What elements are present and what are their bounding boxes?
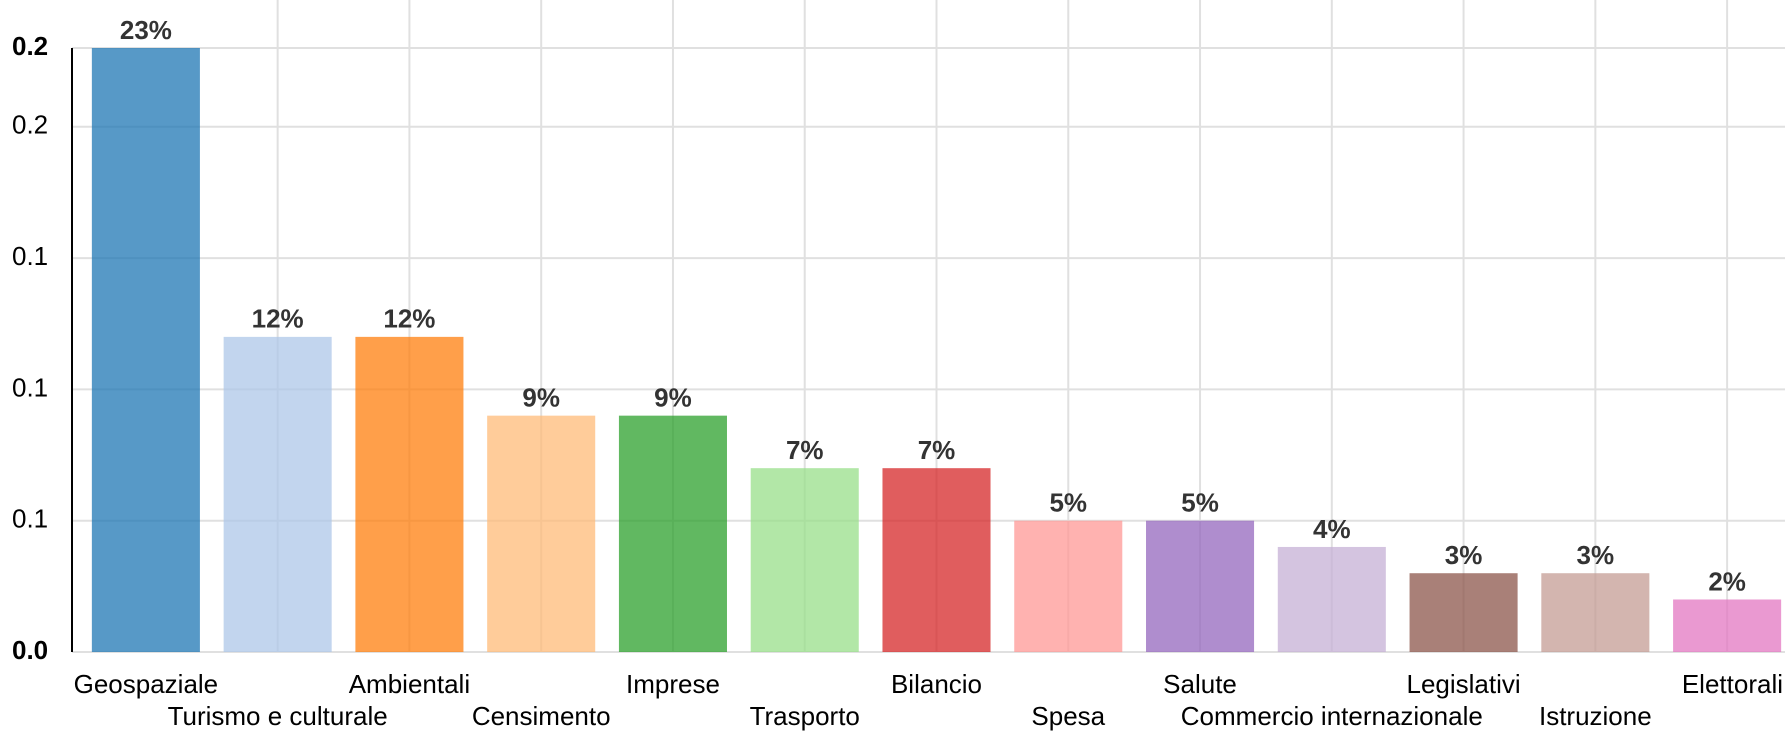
x-tick-label: Salute — [1163, 669, 1237, 699]
y-tick-label: 0.0 — [12, 635, 48, 665]
value-label: 4% — [1313, 514, 1351, 544]
value-label: 7% — [918, 435, 956, 465]
value-label: 2% — [1708, 566, 1746, 596]
x-tick-label: Istruzione — [1539, 701, 1652, 731]
value-label: 9% — [522, 383, 560, 413]
bar — [1277, 546, 1386, 652]
bar — [1409, 573, 1518, 652]
x-tick-label: Spesa — [1031, 701, 1105, 731]
bar — [1146, 520, 1255, 652]
bar — [91, 48, 200, 652]
x-tick-label: Legislativi — [1406, 669, 1520, 699]
x-tick-label: Elettorali — [1682, 669, 1783, 699]
y-tick-label: 0.2 — [12, 31, 48, 61]
x-tick-label: Turismo e culturale — [168, 701, 388, 731]
x-tick-label: Trasporto — [750, 701, 860, 731]
y-tick-label: 0.2 — [12, 110, 48, 140]
y-tick-label: 0.1 — [12, 241, 48, 271]
bar — [355, 336, 464, 652]
value-label: 12% — [252, 304, 304, 334]
bar — [1673, 599, 1782, 652]
y-tick-label: 0.1 — [12, 504, 48, 534]
y-tick-label: 0.1 — [12, 372, 48, 402]
value-label: 7% — [786, 435, 824, 465]
bar — [487, 415, 596, 652]
x-tick-label: Bilancio — [891, 669, 982, 699]
value-label: 23% — [120, 15, 172, 45]
value-label: 3% — [1445, 540, 1483, 570]
bar — [882, 468, 991, 652]
x-tick-label: Ambientali — [349, 669, 470, 699]
bar — [618, 415, 727, 652]
bar — [1014, 520, 1123, 652]
x-tick-label: Imprese — [626, 669, 720, 699]
bar — [223, 336, 332, 652]
value-label: 5% — [1181, 488, 1219, 518]
x-tick-label: Geospaziale — [74, 669, 219, 699]
value-label: 3% — [1577, 540, 1615, 570]
value-label: 5% — [1049, 488, 1087, 518]
x-tick-label: Commercio internazionale — [1181, 701, 1483, 731]
value-label: 9% — [654, 383, 692, 413]
value-label: 12% — [383, 304, 435, 334]
bar — [1541, 573, 1650, 652]
bar — [750, 468, 859, 652]
x-tick-label: Censimento — [472, 701, 611, 731]
